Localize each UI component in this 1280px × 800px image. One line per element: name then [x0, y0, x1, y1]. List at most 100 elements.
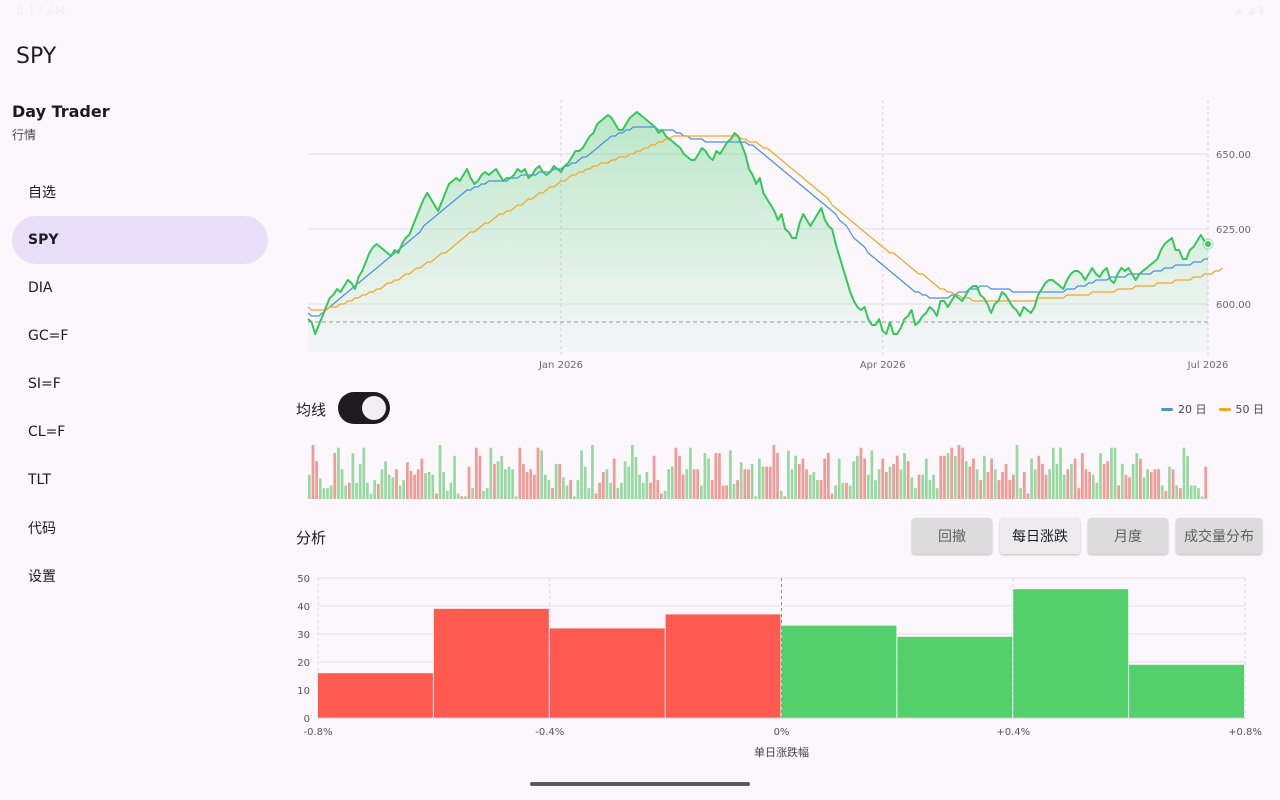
- volume-bar: [623, 461, 627, 499]
- sidebar-item-label: 自选: [28, 185, 56, 201]
- volume-bar: [961, 447, 964, 499]
- volume-bar: [1117, 485, 1120, 499]
- wifi-icon: ▲: [1235, 5, 1243, 16]
- volume-bar: [315, 461, 318, 499]
- volume-bar: [464, 496, 467, 499]
- volume-bar: [587, 488, 591, 499]
- volume-bar: [1197, 488, 1200, 499]
- volume-bar: [641, 482, 645, 499]
- volume-bar: [950, 447, 954, 499]
- volume-bar: [728, 450, 732, 499]
- tab-monthly[interactable]: 月度: [1088, 518, 1168, 554]
- volume-bar: [478, 455, 482, 499]
- volume-bar: [652, 455, 656, 499]
- volume-bar: [598, 482, 602, 499]
- hist-bar: [1129, 664, 1244, 718]
- volume-bar: [500, 455, 504, 499]
- ma-toggle-row: 均线 20 日 50 日: [296, 392, 1266, 424]
- volume-bar: [649, 482, 652, 499]
- sidebar-item-label: SI=F: [28, 376, 61, 392]
- volume-bar: [540, 450, 543, 499]
- sidebar-item-gc-f[interactable]: GC=F: [12, 312, 268, 360]
- hist-x-tick-label: 0%: [774, 727, 790, 738]
- volume-bar: [591, 445, 594, 499]
- sidebar-item-tlt[interactable]: TLT: [12, 456, 268, 504]
- volume-bar: [402, 480, 406, 499]
- volume-bar: [645, 472, 649, 499]
- tab-daily-change[interactable]: 每日涨跌: [1000, 518, 1080, 554]
- status-bar: 8:17 AM ▲ ◢ ▮: [0, 0, 1280, 24]
- tab-drawdown[interactable]: 回撤: [912, 518, 992, 554]
- volume-bar: [529, 469, 533, 499]
- volume-bar: [1120, 463, 1124, 499]
- volume-bar: [496, 461, 500, 499]
- volume-bar: [340, 469, 344, 499]
- volume-bar: [318, 478, 322, 499]
- volume-bar: [366, 482, 369, 499]
- volume-bar: [663, 490, 667, 499]
- volume-bar: [1088, 472, 1091, 499]
- sidebar-item-7[interactable]: 代码: [12, 504, 268, 552]
- ma-toggle-switch[interactable]: [338, 392, 390, 424]
- volume-bar: [547, 480, 551, 499]
- tab-volume-distribution[interactable]: 成交量分布: [1176, 518, 1262, 554]
- sidebar-item-spy[interactable]: SPY: [12, 216, 268, 264]
- volume-bar: [895, 455, 899, 499]
- volume-bar: [787, 450, 790, 499]
- volume-bar: [337, 447, 340, 499]
- price-chart[interactable]: 650.00 625.00 600.00 Jan 2026 Apr 2026 Jul 20…: [296, 96, 1266, 380]
- sidebar-item-label: GC=F: [28, 328, 69, 344]
- volume-bar: [1073, 458, 1077, 499]
- sidebar-item-label: SPY: [28, 232, 59, 248]
- volume-bar: [536, 447, 540, 499]
- sidebar-item-8[interactable]: 设置: [12, 552, 268, 600]
- volume-bar: [369, 493, 373, 499]
- volume-bar: [725, 485, 729, 499]
- volume-bar: [689, 447, 692, 499]
- volume-bar: [830, 493, 834, 499]
- signal-icon: ◢: [1246, 5, 1255, 16]
- volume-bar: [877, 469, 881, 499]
- hist-y-tick-label: 20: [297, 658, 310, 669]
- volume-bar: [1001, 472, 1004, 499]
- sidebar-item-dia[interactable]: DIA: [12, 264, 268, 312]
- volume-bar: [329, 485, 333, 499]
- volume-bar: [776, 453, 779, 499]
- volume-bar: [1142, 477, 1146, 499]
- sidebar-item-0[interactable]: 自选: [12, 168, 268, 216]
- sidebar-item-cl-f[interactable]: CL=F: [12, 408, 268, 456]
- volume-bar: [322, 488, 326, 499]
- hist-bar: [665, 614, 781, 718]
- volume-bar: [1200, 496, 1204, 499]
- volume-bar: [1186, 455, 1189, 499]
- y-tick-label: 625.00: [1216, 225, 1251, 236]
- sidebar-item-si-f[interactable]: SI=F: [12, 360, 268, 408]
- volume-bar: [435, 493, 438, 499]
- volume-bar: [794, 455, 798, 499]
- volume-bar: [1066, 469, 1070, 499]
- volume-bar: [979, 480, 983, 499]
- status-time: 8:17 AM: [16, 4, 66, 18]
- volume-bar: [1004, 463, 1008, 499]
- volume-bar: [445, 490, 449, 499]
- sidebar-item-label: TLT: [28, 472, 51, 488]
- volume-bar: [943, 455, 946, 499]
- volume-bar: [413, 474, 416, 499]
- volume-bar: [1048, 469, 1052, 499]
- volume-bar: [460, 496, 464, 499]
- volume-bar: [1008, 480, 1012, 499]
- volume-bar: [805, 469, 808, 499]
- home-indicator[interactable]: [530, 782, 750, 786]
- volume-bar: [638, 474, 641, 499]
- volume-bar: [932, 474, 935, 499]
- volume-bar: [881, 458, 885, 499]
- legend-item-ma20: 20 日: [1161, 401, 1207, 417]
- volume-bar: [921, 474, 925, 499]
- volume-bar: [714, 453, 718, 499]
- volume-bar: [416, 469, 420, 499]
- volume-bar: [424, 473, 427, 499]
- hist-x-tick-label: -0.8%: [303, 727, 332, 738]
- sidebar-item-label: CL=F: [28, 424, 66, 440]
- volume-bar: [747, 469, 750, 499]
- volume-bar: [1193, 485, 1197, 499]
